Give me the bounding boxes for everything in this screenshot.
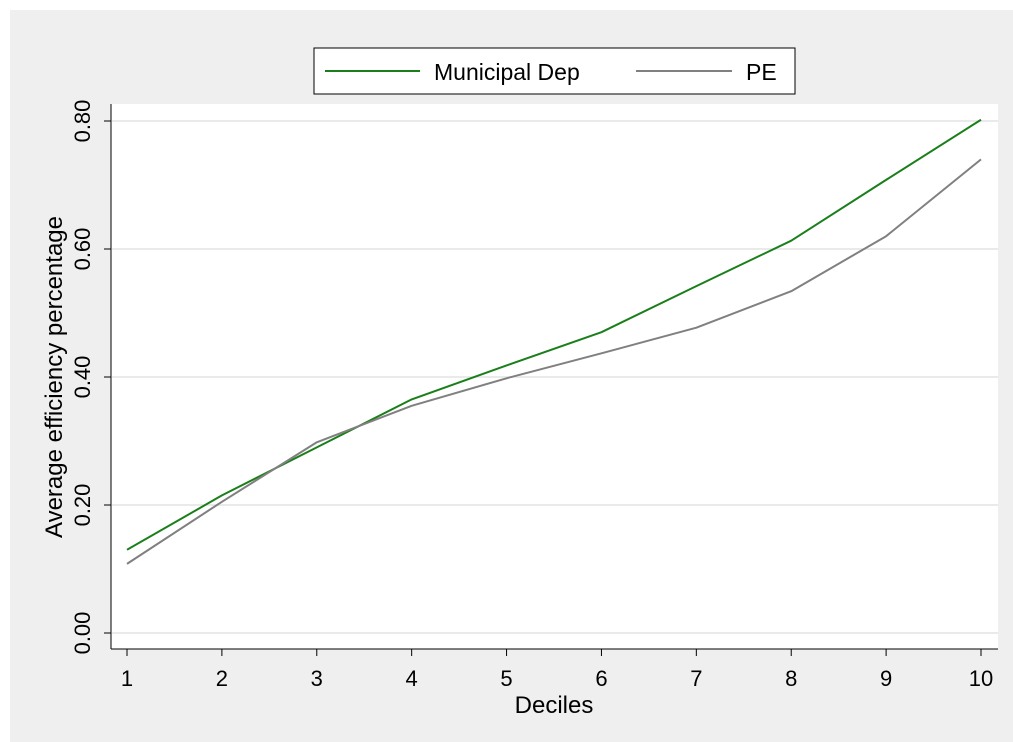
- x-tick-label: 2: [216, 666, 228, 691]
- legend: Municipal Dep PE: [313, 47, 796, 95]
- x-tick-label: 6: [595, 666, 607, 691]
- y-axis-label: Average efficiency percentage: [41, 216, 68, 538]
- x-tick-label: 7: [690, 666, 702, 691]
- x-tick-label: 9: [880, 666, 892, 691]
- legend-label-municipal-dep: Municipal Dep: [434, 59, 580, 85]
- legend-label-pe: PE: [746, 59, 777, 85]
- series-lines: [126, 118, 982, 565]
- series-line-pe: [126, 158, 982, 565]
- y-tick-label: 0.20: [70, 484, 95, 527]
- x-axis-label: Deciles: [515, 692, 594, 719]
- y-tick-label: 0.60: [70, 228, 95, 271]
- x-tick-label: 1: [121, 666, 133, 691]
- gridlines: [112, 120, 998, 634]
- x-tick-label: 3: [311, 666, 323, 691]
- x-tick-label: 4: [406, 666, 418, 691]
- axes: [104, 104, 998, 656]
- tick-labels: 0.00 0.20 0.40 0.60 0.80 1 2 3 4 5 6 7 8 9 10: [70, 100, 993, 691]
- y-tick-label: 0.40: [70, 356, 95, 399]
- x-tick-label: 10: [969, 666, 993, 691]
- y-tick-label: 0.00: [70, 612, 95, 655]
- y-tick-label: 0.80: [70, 100, 95, 143]
- x-tick-label: 5: [500, 666, 512, 691]
- x-tick-label: 8: [785, 666, 797, 691]
